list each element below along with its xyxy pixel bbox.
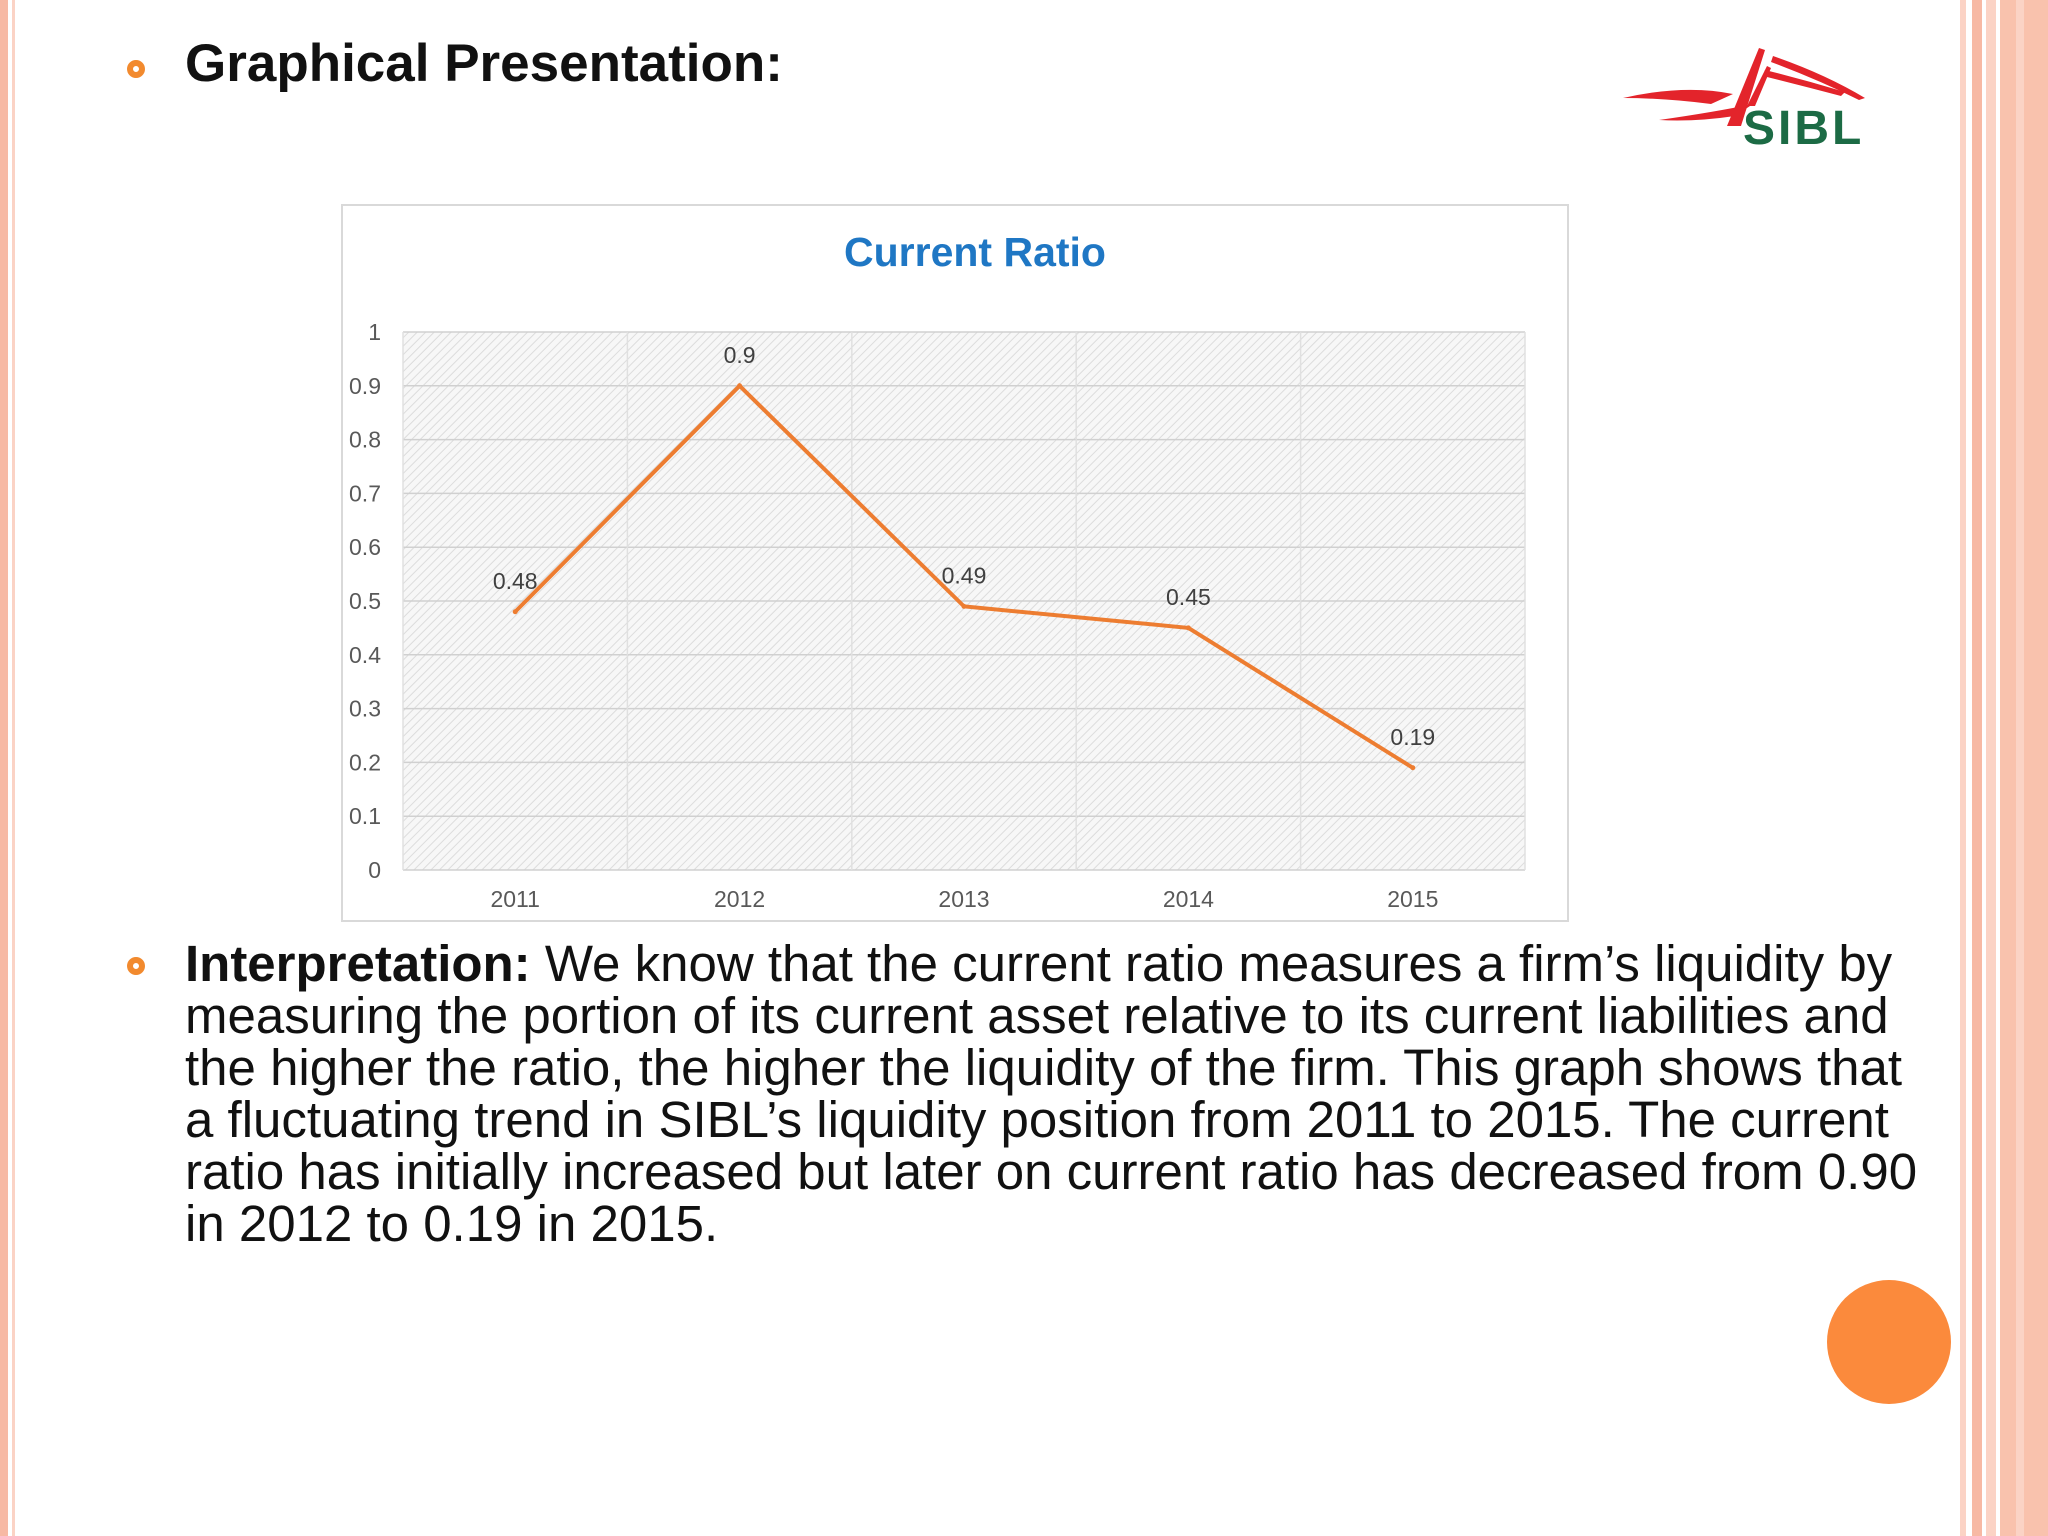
interpretation-text: We know that the current ratio measures … [185, 935, 1918, 1252]
left-border-inner-stripe [12, 0, 15, 1536]
y-tick-label: 0.8 [349, 427, 381, 453]
x-tick-label: 2012 [714, 886, 765, 912]
interpretation-paragraph: Interpretation: We know that the current… [185, 938, 1925, 1250]
data-label: 0.19 [1390, 724, 1435, 750]
y-tick-label: 0.9 [349, 373, 381, 399]
y-tick-label: 1 [368, 319, 381, 345]
left-border-stripe [0, 0, 8, 1536]
x-tick-label: 2011 [490, 886, 539, 912]
y-tick-label: 0 [368, 857, 381, 883]
y-tick-label: 0.2 [349, 749, 381, 775]
data-label: 0.49 [942, 562, 987, 588]
logo-text: SIBL [1743, 102, 1864, 155]
interpretation-label: Interpretation: [185, 935, 531, 992]
y-tick-label: 0.1 [349, 803, 381, 829]
data-label: 0.9 [724, 342, 756, 368]
right-border [1960, 0, 2048, 1536]
page-title: Graphical Presentation: [185, 34, 783, 93]
x-tick-label: 2015 [1387, 886, 1438, 912]
data-point [1185, 625, 1191, 631]
data-label: 0.45 [1166, 584, 1211, 610]
data-label: 0.48 [493, 568, 538, 594]
y-tick-label: 0.3 [349, 696, 381, 722]
current-ratio-chart: Current Ratio 0 0.1 0.2 0.3 0.4 0.5 0.6 0.7 0.8 0… [349, 229, 1526, 912]
data-point [737, 383, 743, 389]
sibl-logo: SIBL [1623, 48, 1865, 155]
interpretation-bullet-icon [127, 957, 145, 975]
y-tick-label: 0.7 [349, 480, 381, 506]
heading-bullet-icon [127, 60, 145, 78]
y-tick-label: 0.4 [349, 642, 381, 668]
x-tick-label: 2013 [938, 886, 989, 912]
y-tick-label: 0.5 [349, 588, 381, 614]
data-point [512, 609, 518, 615]
y-tick-label: 0.6 [349, 534, 381, 560]
decorative-orange-circle [1827, 1280, 1951, 1404]
logo-swoosh-icon [1623, 48, 1865, 126]
data-point [1410, 765, 1416, 771]
chart-title: Current Ratio [844, 229, 1106, 275]
x-tick-label: 2014 [1163, 886, 1214, 912]
data-point [961, 603, 967, 609]
